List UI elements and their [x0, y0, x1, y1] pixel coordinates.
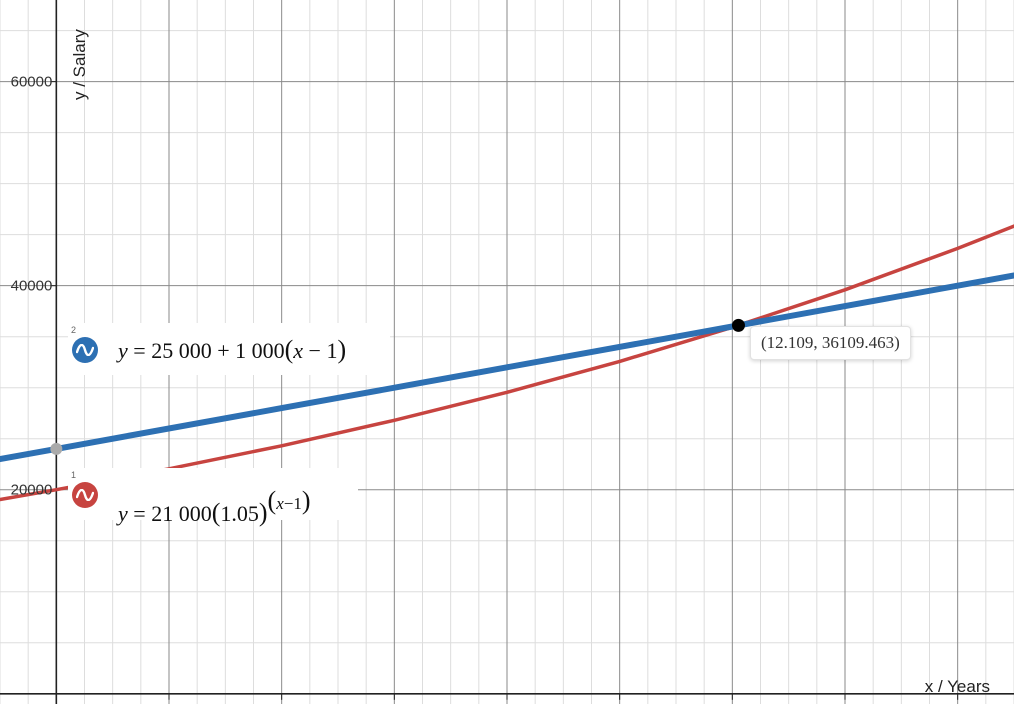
expression-variable: x [276, 494, 284, 513]
expression-index: 1 [71, 470, 77, 480]
intersection-label: (12.109, 36109.463) [750, 326, 911, 360]
x-tick-label: 12 [724, 702, 741, 704]
y-tick-label: 40000 [11, 278, 53, 295]
expression-linear: y = 25 000 + 1 000(x − 1) [118, 335, 347, 364]
x-tick-label: 4 [277, 702, 285, 704]
expression-exponential: y = 21 000(1.05)(x−1) [118, 486, 311, 527]
wave-icon[interactable] [72, 482, 98, 508]
x-tick-label: 10 [611, 702, 628, 704]
tick-labels: 0246810121416200004000060000 [11, 74, 966, 704]
y-intercept-point[interactable] [50, 442, 63, 455]
x-tick-label: 0 [42, 702, 50, 704]
points-layer [50, 318, 745, 455]
y-tick-label: 20000 [11, 482, 53, 499]
expression-lhs: y [118, 501, 128, 526]
x-tick-label: 6 [390, 702, 398, 704]
expression-box-linear[interactable]: 2 y = 25 000 + 1 000(x − 1) [68, 323, 390, 375]
expression-offset: 1 [293, 494, 302, 513]
x-axis-title: x / Years [925, 677, 990, 696]
expression-base: 1.05 [220, 501, 259, 526]
x-tick-label: 8 [503, 702, 511, 704]
expression-rate: 1 000 [235, 338, 285, 363]
y-tick-label: 60000 [11, 74, 53, 91]
x-tick-label: 16 [949, 702, 966, 704]
expression-principal: 21 000 [151, 501, 212, 526]
expression-constant: 25 000 [151, 338, 212, 363]
intersection-point[interactable] [731, 318, 745, 332]
wave-icon[interactable] [72, 337, 98, 363]
series-line-linear[interactable] [0, 272, 1014, 463]
y-axis-title: y / Salary [70, 29, 89, 100]
x-tick-label: 2 [165, 702, 173, 704]
expression-offset: 1 [326, 338, 338, 363]
expression-box-exponential[interactable]: 1 y = 21 000(1.05)(x−1) [68, 468, 358, 527]
x-tick-label: 14 [837, 702, 854, 704]
expression-index: 2 [71, 325, 77, 335]
intersection-coordinates: 12.109, 36109.463 [766, 333, 895, 352]
expression-variable: x [293, 338, 304, 363]
expression-lhs: y [118, 338, 128, 363]
